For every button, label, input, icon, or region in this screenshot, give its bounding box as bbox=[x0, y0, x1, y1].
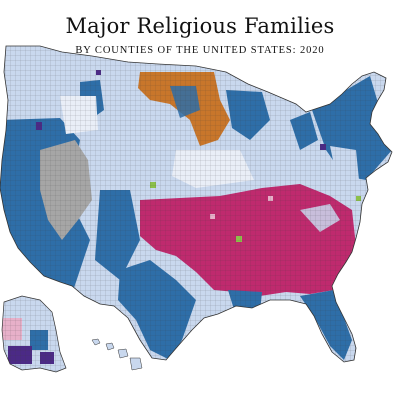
map-title: Major Religious Families bbox=[65, 14, 335, 38]
hawaii bbox=[91, 338, 143, 371]
map-subtitle: BY COUNTIES OF THE UNITED STATES: 2020 bbox=[75, 45, 325, 56]
alaska bbox=[2, 296, 66, 372]
contiguous-us bbox=[0, 46, 392, 362]
